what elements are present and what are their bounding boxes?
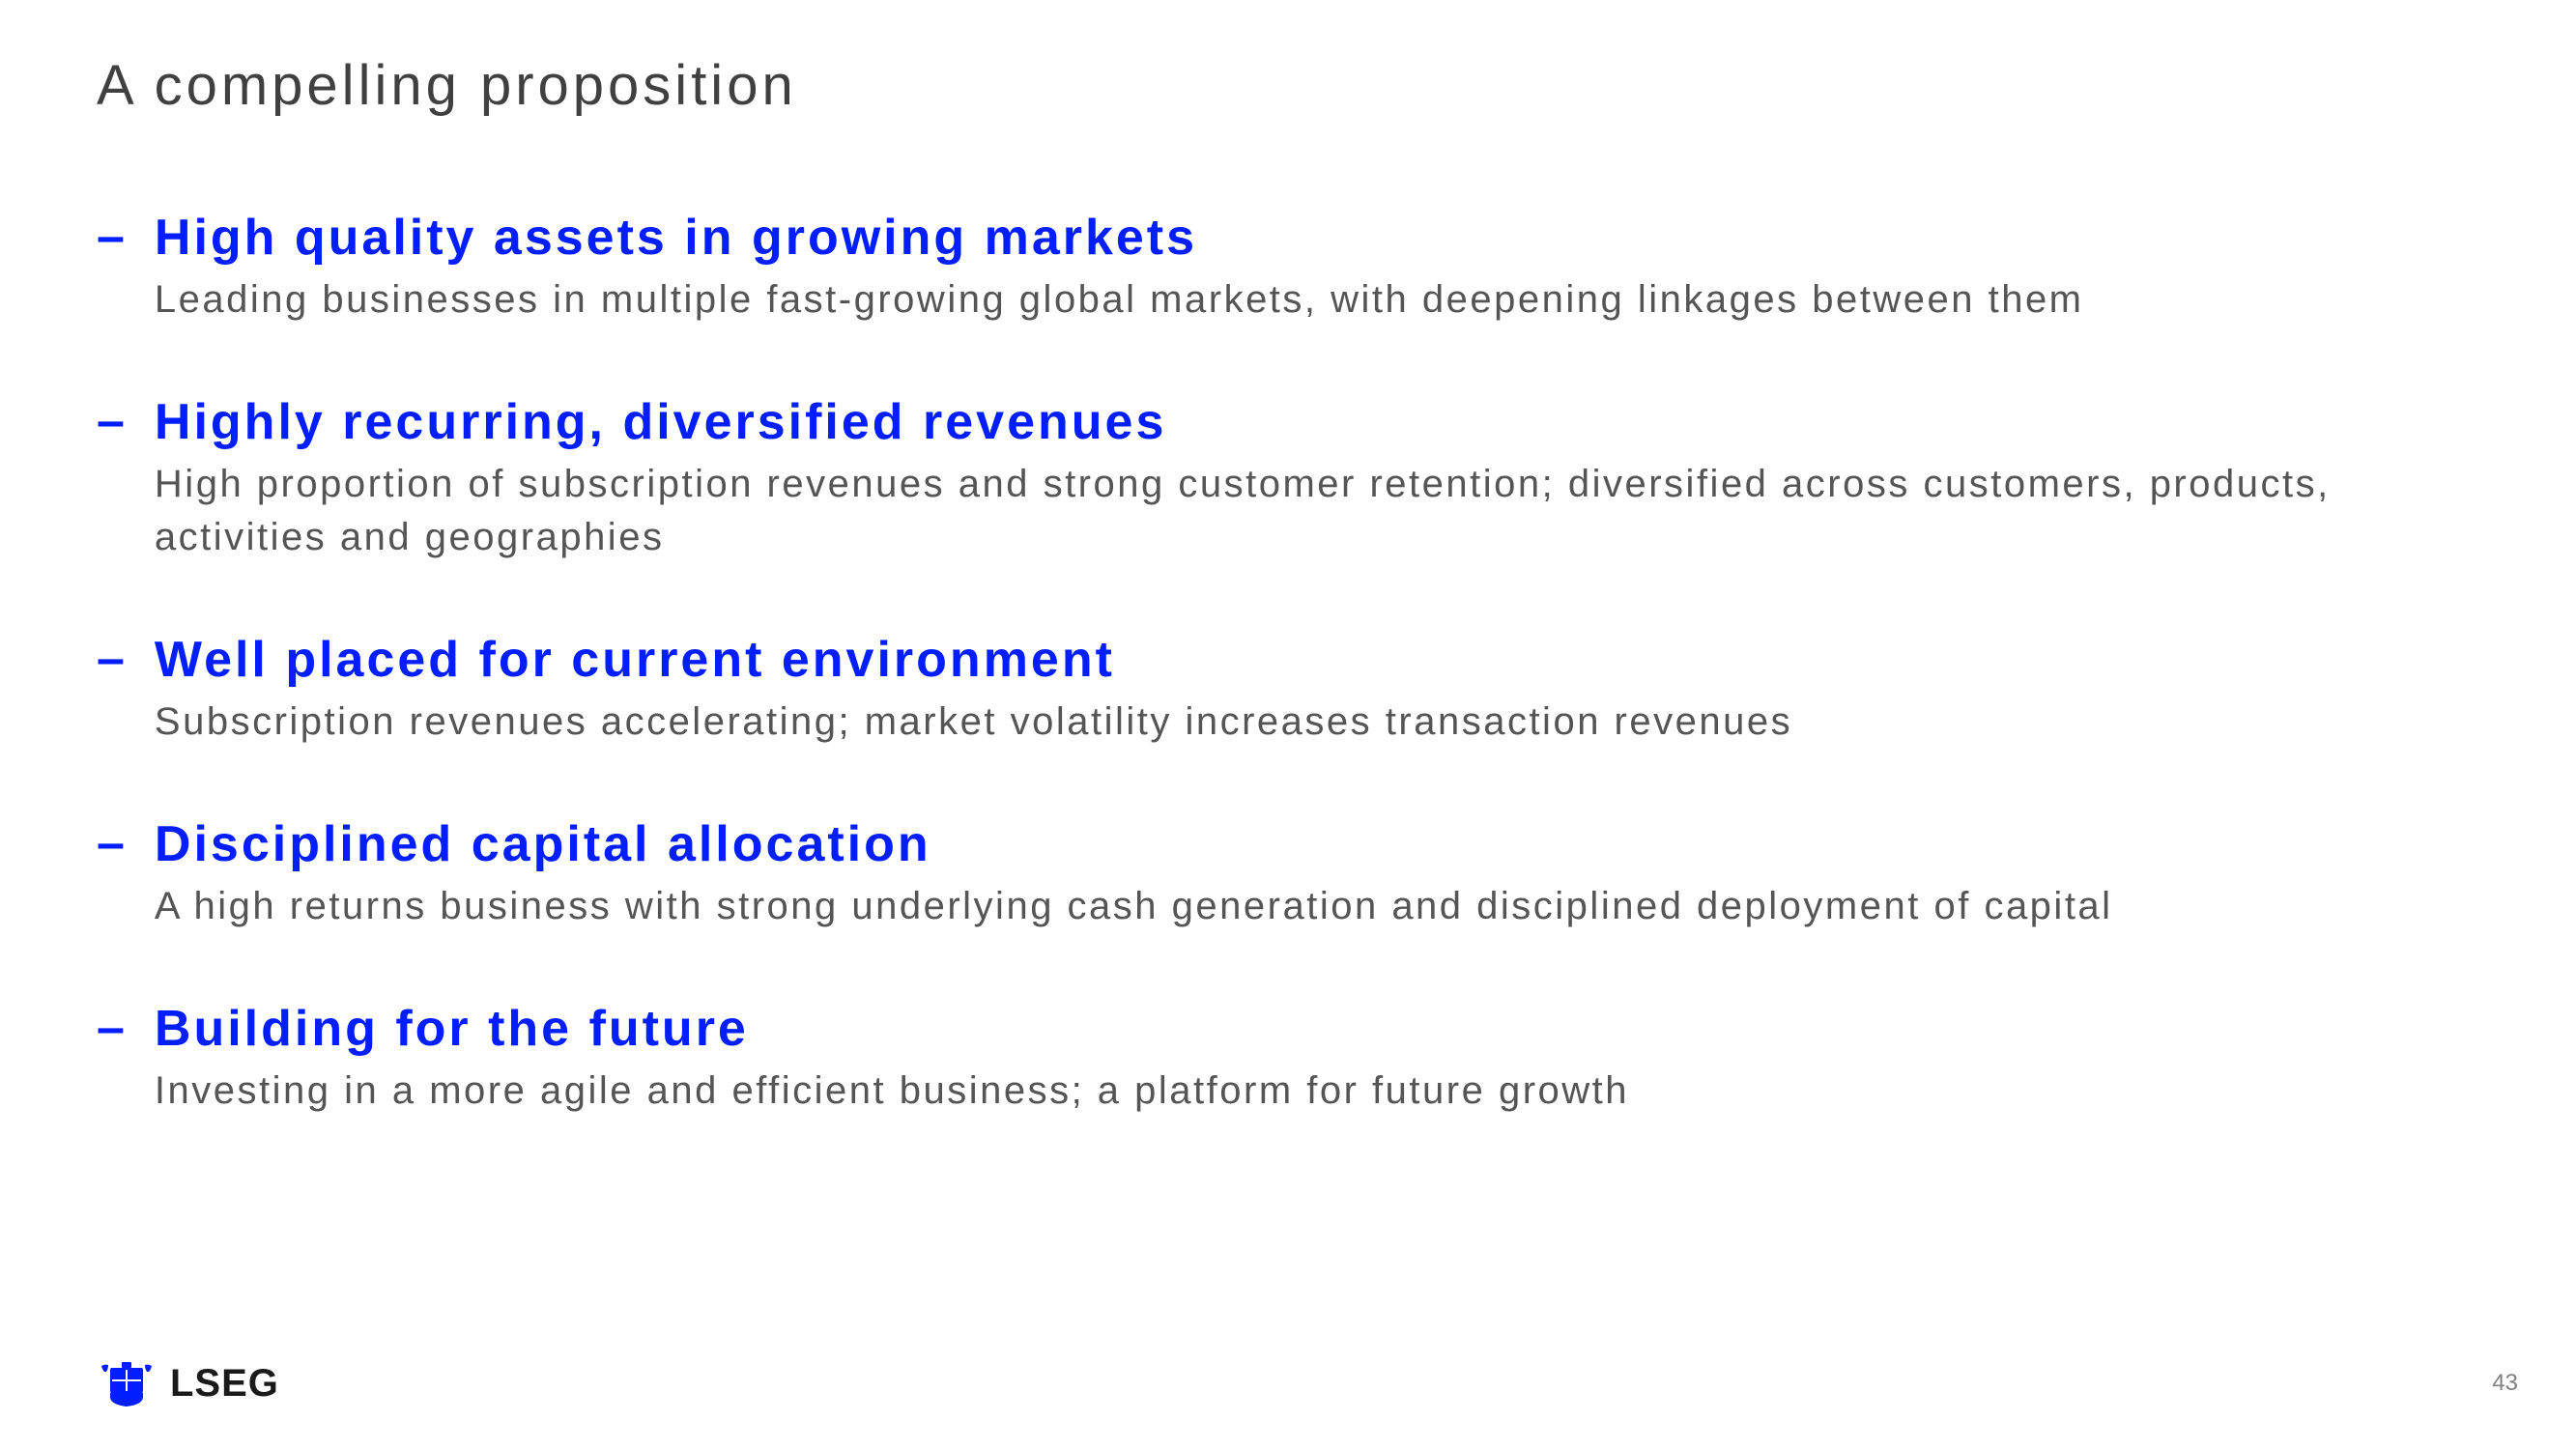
item-content: High quality assets in growing markets L… (155, 210, 2479, 327)
item-heading: Highly recurring, diversified revenues (155, 394, 2479, 452)
item-content: Disciplined capital allocation A high re… (155, 816, 2479, 933)
list-item: – Disciplined capital allocation A high … (97, 816, 2479, 933)
item-heading: Well placed for current environment (155, 632, 2479, 690)
item-content: Building for the future Investing in a m… (155, 1001, 2479, 1118)
dash-icon: – (97, 816, 128, 871)
item-description: A high returns business with strong unde… (155, 880, 2479, 933)
item-heading: High quality assets in growing markets (155, 210, 2479, 268)
item-description: Investing in a more agile and efficient … (155, 1065, 2479, 1118)
page-number: 43 (2492, 1370, 2518, 1397)
list-item: – Building for the future Investing in a… (97, 1001, 2479, 1118)
dash-icon: – (97, 210, 128, 265)
slide-title: A compelling proposition (97, 53, 2479, 118)
item-description: High proportion of subscription revenues… (155, 458, 2479, 564)
item-description: Subscription revenues accelerating; mark… (155, 696, 2479, 749)
propositions-list: – High quality assets in growing markets… (97, 210, 2479, 1118)
item-heading: Building for the future (155, 1001, 2479, 1059)
item-heading: Disciplined capital allocation (155, 816, 2479, 874)
item-description: Leading businesses in multiple fast-grow… (155, 273, 2479, 327)
item-content: Well placed for current environment Subs… (155, 632, 2479, 749)
dash-icon: – (97, 394, 128, 449)
list-item: – High quality assets in growing markets… (97, 210, 2479, 327)
dash-icon: – (97, 632, 128, 687)
logo-text: LSEG (170, 1362, 279, 1406)
crest-icon (97, 1358, 157, 1408)
logo-container: LSEG (97, 1358, 279, 1408)
item-content: Highly recurring, diversified revenues H… (155, 394, 2479, 564)
dash-icon: – (97, 1001, 128, 1056)
slide-footer: LSEG 43 (97, 1358, 2518, 1408)
list-item: – Highly recurring, diversified revenues… (97, 394, 2479, 564)
list-item: – Well placed for current environment Su… (97, 632, 2479, 749)
slide-container: A compelling proposition – High quality … (0, 0, 2576, 1449)
